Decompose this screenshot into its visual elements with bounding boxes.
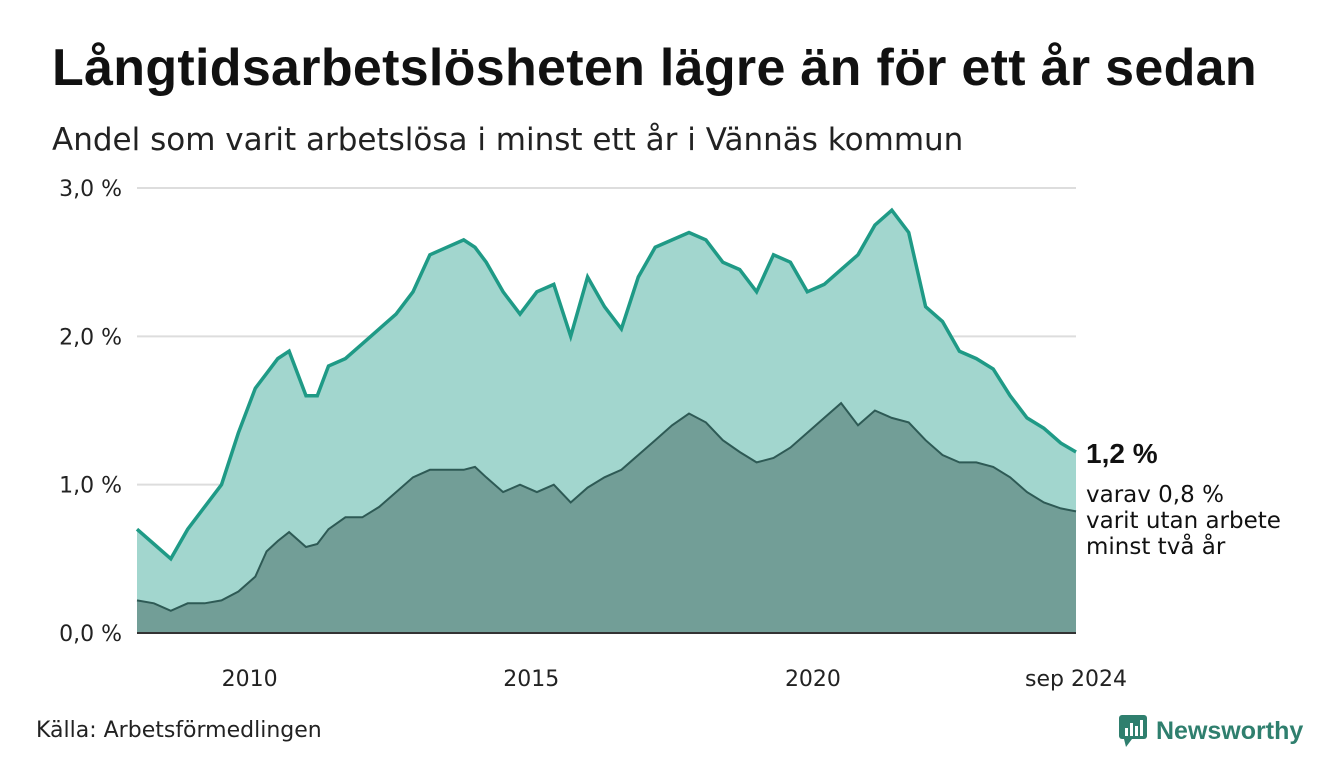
chart-subtitle: Andel som varit arbetslösa i minst ett å… bbox=[52, 122, 964, 158]
x-tick-label: 2020 bbox=[785, 667, 841, 692]
y-axis-ticks: 0,0 % 1,0 % 2,0 % 3,0 % bbox=[59, 177, 122, 647]
chart-title: Långtidsarbetslösheten lägre än för ett … bbox=[52, 39, 1257, 97]
end-label-line-1: varav 0,8 % bbox=[1086, 482, 1224, 508]
line-minst-tva-ar bbox=[136, 401, 1077, 612]
end-label-value: 1,2 % bbox=[1086, 438, 1158, 469]
x-axis-ticks: 2010 2015 2020 sep 2024 bbox=[222, 667, 1127, 692]
area-minst-tva-ar bbox=[137, 403, 1076, 633]
end-label-line-2: varit utan arbete bbox=[1086, 508, 1281, 534]
y-tick-label: 0,0 % bbox=[59, 622, 122, 647]
x-tick-label: sep 2024 bbox=[1025, 667, 1127, 692]
brand-chart-icon bbox=[1119, 715, 1147, 747]
line-minst-ett-ar bbox=[135, 207, 1077, 562]
x-tick-label: 2010 bbox=[222, 667, 278, 692]
chart-area: 0,0 % 1,0 % 2,0 % 3,0 % 2010 2015 2020 sep 202… bbox=[59, 177, 1281, 692]
source-note: Källa: Arbetsförmedlingen bbox=[36, 718, 322, 743]
brand-name: Newsworthy bbox=[1156, 716, 1304, 745]
x-tick-label: 2015 bbox=[503, 667, 559, 692]
y-tick-label: 1,0 % bbox=[59, 474, 122, 499]
brand-logo: Newsworthy bbox=[1118, 714, 1303, 748]
y-tick-label: 3,0 % bbox=[59, 177, 122, 202]
end-label-line-3: minst två år bbox=[1086, 532, 1226, 560]
y-tick-label: 2,0 % bbox=[59, 325, 122, 350]
